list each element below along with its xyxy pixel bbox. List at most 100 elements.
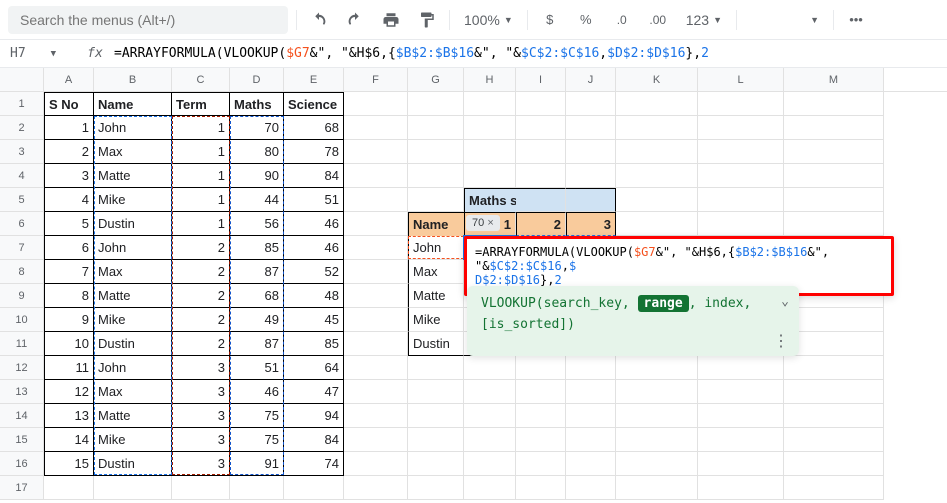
cell[interactable] [516, 404, 566, 428]
cell[interactable]: 64 [284, 356, 344, 380]
paint-format-icon[interactable] [413, 6, 441, 34]
row-header[interactable]: 7 [0, 236, 44, 260]
cell[interactable] [698, 452, 784, 476]
row-header[interactable]: 6 [0, 212, 44, 236]
cell[interactable]: Term [172, 92, 230, 116]
row-header[interactable]: 14 [0, 404, 44, 428]
cell[interactable]: 3 [44, 164, 94, 188]
more-icon[interactable]: ••• [842, 6, 870, 34]
cell[interactable] [464, 428, 516, 452]
cell[interactable] [784, 164, 884, 188]
cell[interactable] [616, 476, 698, 500]
cell[interactable] [784, 92, 884, 116]
cell[interactable] [344, 140, 408, 164]
cell[interactable]: John [94, 116, 172, 140]
cell[interactable]: 51 [230, 356, 284, 380]
undo-icon[interactable] [305, 6, 333, 34]
cell[interactable] [566, 428, 616, 452]
cell[interactable]: 9 [44, 308, 94, 332]
zoom-dropdown[interactable]: 100%▼ [458, 8, 519, 32]
cell[interactable]: Dustin [94, 452, 172, 476]
cell[interactable] [784, 188, 884, 212]
cell[interactable]: Name [94, 92, 172, 116]
cell[interactable]: 44 [230, 188, 284, 212]
cell[interactable]: 90 [230, 164, 284, 188]
cell[interactable] [516, 356, 566, 380]
cell[interactable] [566, 404, 616, 428]
cell[interactable] [344, 236, 408, 260]
cell[interactable] [698, 380, 784, 404]
cell[interactable] [344, 116, 408, 140]
column-header[interactable]: F [344, 68, 408, 91]
print-icon[interactable] [377, 6, 405, 34]
cell[interactable] [408, 380, 464, 404]
cell[interactable]: 70 [230, 116, 284, 140]
cell[interactable]: S No [44, 92, 94, 116]
cell[interactable]: 7 [44, 260, 94, 284]
cell[interactable] [616, 164, 698, 188]
cell[interactable] [784, 116, 884, 140]
cell[interactable] [516, 140, 566, 164]
column-header[interactable]: H [464, 68, 516, 91]
cell[interactable]: Matte [408, 284, 464, 308]
cell[interactable] [344, 164, 408, 188]
cell[interactable] [408, 188, 464, 212]
cell[interactable] [616, 92, 698, 116]
row-header[interactable]: 9 [0, 284, 44, 308]
cell[interactable] [784, 356, 884, 380]
cell[interactable]: 8 [44, 284, 94, 308]
cell[interactable]: Dustin [408, 332, 464, 356]
cell[interactable] [566, 476, 616, 500]
cell[interactable]: 3 [172, 404, 230, 428]
cell[interactable]: Mike [408, 308, 464, 332]
cell[interactable]: 52 [284, 260, 344, 284]
cell[interactable]: 1 [172, 116, 230, 140]
cell-reference[interactable]: H7▼ [0, 46, 80, 61]
cell[interactable]: John [94, 236, 172, 260]
cell[interactable] [344, 356, 408, 380]
cell[interactable] [408, 404, 464, 428]
cell[interactable] [464, 356, 516, 380]
row-header[interactable]: 17 [0, 476, 44, 500]
font-dropdown[interactable]: ▼ [745, 11, 825, 29]
cell[interactable] [566, 164, 616, 188]
cell[interactable] [408, 356, 464, 380]
column-header[interactable]: K [616, 68, 698, 91]
cell[interactable]: 85 [230, 236, 284, 260]
cell[interactable]: 46 [284, 236, 344, 260]
cell[interactable] [516, 92, 566, 116]
cell[interactable] [784, 332, 884, 356]
cell[interactable] [464, 116, 516, 140]
cell[interactable] [784, 380, 884, 404]
cell[interactable]: 14 [44, 428, 94, 452]
cell[interactable]: 3 [172, 380, 230, 404]
cell[interactable] [344, 380, 408, 404]
cell[interactable] [698, 356, 784, 380]
cell[interactable] [408, 476, 464, 500]
row-header[interactable]: 15 [0, 428, 44, 452]
cell[interactable] [516, 452, 566, 476]
cell[interactable]: 2 [172, 332, 230, 356]
cell[interactable]: Dustin [94, 332, 172, 356]
cell[interactable]: 12 [44, 380, 94, 404]
cell[interactable]: 6 [44, 236, 94, 260]
cell[interactable]: 85 [284, 332, 344, 356]
cell[interactable] [464, 404, 516, 428]
cell[interactable]: 49 [230, 308, 284, 332]
cell[interactable] [284, 476, 344, 500]
row-header[interactable]: 5 [0, 188, 44, 212]
column-header[interactable]: A [44, 68, 94, 91]
cell[interactable]: 74 [284, 452, 344, 476]
close-icon[interactable]: × [487, 217, 493, 229]
cell[interactable] [616, 428, 698, 452]
cell[interactable]: 46 [230, 380, 284, 404]
cell[interactable] [566, 188, 616, 212]
row-header[interactable]: 2 [0, 116, 44, 140]
cell[interactable] [172, 476, 230, 500]
cell[interactable]: 3 [172, 428, 230, 452]
row-header[interactable]: 11 [0, 332, 44, 356]
cell[interactable] [516, 428, 566, 452]
cell[interactable] [784, 452, 884, 476]
cell[interactable] [464, 164, 516, 188]
cell[interactable]: 56 [230, 212, 284, 236]
